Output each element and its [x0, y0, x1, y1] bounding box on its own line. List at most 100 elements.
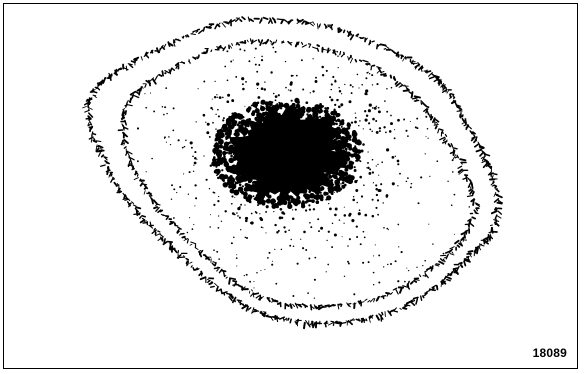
- ring-stroke: [494, 207, 497, 211]
- ring-stroke: [452, 267, 459, 270]
- speckle-dot: [375, 188, 378, 191]
- core-fringe-dot: [309, 199, 313, 203]
- ring-stroke: [496, 215, 502, 219]
- speckle-dot: [375, 165, 377, 167]
- core-fringe-dot: [336, 113, 341, 117]
- speckle-dot: [221, 169, 224, 172]
- ring-stroke: [389, 74, 393, 79]
- ring-stroke: [209, 285, 215, 288]
- ring-stroke: [87, 102, 90, 109]
- ring-stroke: [150, 49, 154, 54]
- ring-stroke: [144, 83, 147, 88]
- ring-stroke: [469, 189, 474, 195]
- speckle-dot: [378, 281, 381, 284]
- speckle-dot: [367, 161, 369, 164]
- ring-stroke: [391, 309, 399, 313]
- core-fringe-dot: [228, 157, 234, 164]
- speckle-dot: [371, 130, 373, 133]
- ring-stroke: [134, 170, 137, 176]
- ring-stroke: [152, 78, 157, 85]
- speckle-dot: [397, 280, 400, 283]
- ring-stroke: [127, 63, 133, 66]
- core-fringe-dot: [329, 132, 332, 135]
- speckle-dot: [218, 258, 220, 260]
- ring-stroke: [167, 41, 171, 47]
- core-fringe-dot: [217, 138, 224, 145]
- speckle-dot: [366, 71, 369, 74]
- core-fringe-dot: [276, 200, 283, 206]
- ring-stroke: [370, 65, 373, 71]
- ring-stroke: [154, 75, 158, 82]
- ring-stroke: [467, 250, 474, 253]
- speckle-dot: [347, 260, 349, 263]
- ring-stroke: [414, 278, 420, 281]
- ring-stroke: [428, 288, 436, 292]
- speckle-dot: [195, 197, 198, 200]
- core-fringe-dot: [281, 104, 285, 108]
- core-fringe-dot: [308, 185, 313, 190]
- ring-stroke: [471, 136, 476, 139]
- core-fringe-dot: [306, 106, 312, 112]
- speckle-dot: [295, 74, 298, 77]
- ring-stroke: [306, 322, 311, 328]
- core-fringe-dot: [328, 174, 333, 179]
- ring-stroke: [110, 173, 113, 177]
- ring-stroke: [174, 62, 180, 67]
- ring-stroke: [225, 276, 228, 279]
- speckle-dot: [345, 150, 348, 152]
- figure-number: 18089: [532, 346, 567, 360]
- ring-stroke: [253, 292, 260, 295]
- core-fringe-dot: [346, 164, 351, 169]
- speckle-dot: [259, 213, 261, 215]
- core-fringe-dot: [264, 101, 270, 106]
- core-fringe-dot: [287, 189, 291, 193]
- speckle-dot: [378, 127, 382, 130]
- ring-stroke: [121, 109, 125, 117]
- core-fringe-dot: [261, 187, 266, 192]
- ring-stroke: [296, 321, 299, 327]
- speckle-dot: [214, 80, 216, 83]
- core-fringe-dot: [299, 115, 303, 119]
- speckle-dot: [429, 175, 431, 177]
- ring-stroke: [453, 271, 458, 274]
- speckle-dot: [254, 210, 257, 213]
- ring-stroke: [208, 24, 213, 28]
- core-fringe-dot: [331, 116, 336, 121]
- ring-stroke: [460, 231, 467, 236]
- speckle-dot: [369, 128, 372, 131]
- ring-stroke: [161, 70, 164, 75]
- ring-stroke: [129, 158, 133, 165]
- core-fringe-dot: [230, 190, 234, 194]
- core-fringe-dot: [308, 189, 312, 193]
- ring-stroke: [465, 175, 468, 183]
- core-fringe-dot: [315, 183, 318, 186]
- speckle-dot: [244, 105, 246, 107]
- ring-stroke: [181, 235, 186, 239]
- speckle-dot: [218, 195, 220, 198]
- ring-stroke: [218, 268, 223, 274]
- ring-stroke: [134, 207, 140, 213]
- core-fringe-dot: [338, 128, 342, 133]
- core-fringe-dot: [338, 176, 342, 180]
- speckle-dot: [164, 136, 166, 139]
- ring-stroke: [301, 303, 308, 308]
- ring-stroke: [175, 65, 178, 70]
- speckle-dot: [451, 171, 454, 173]
- speckle-dot: [353, 293, 356, 296]
- ring-stroke: [133, 177, 139, 181]
- ring-stroke: [395, 82, 401, 87]
- core-fringe-dot: [355, 159, 358, 162]
- speckle-dot: [344, 83, 346, 86]
- ring-stroke: [443, 275, 447, 280]
- speckle-dot: [356, 179, 358, 182]
- speckle-dot: [336, 50, 339, 53]
- speckle-dot: [334, 207, 338, 211]
- core-fringe-dot: [275, 204, 279, 209]
- speckle-dot: [394, 129, 396, 131]
- ring-stroke: [369, 62, 371, 66]
- ring-stroke: [411, 97, 418, 100]
- speckle-dot: [416, 127, 419, 130]
- core-fringe-dot: [266, 186, 270, 190]
- ring-stroke: [410, 94, 414, 99]
- speckle-dot: [313, 297, 316, 299]
